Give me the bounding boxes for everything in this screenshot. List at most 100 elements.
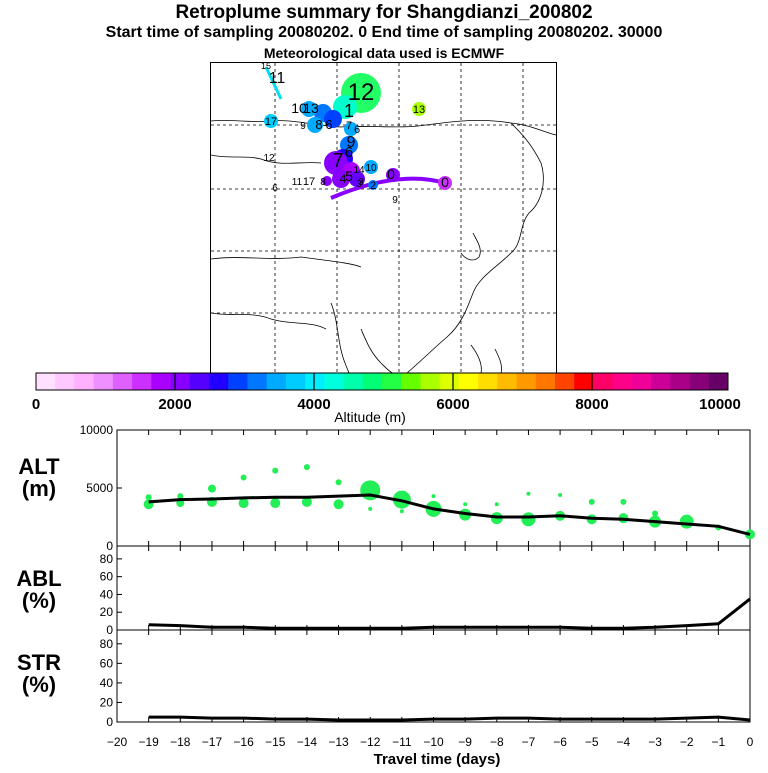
colorbar-tick: 2000	[158, 396, 191, 413]
alt-ytick-label: 10000	[80, 423, 114, 437]
x-tick-label: −1	[712, 735, 726, 749]
alt-scatter-point	[494, 502, 499, 507]
alt-scatter-point	[145, 494, 152, 501]
x-tick-label: −4	[617, 735, 631, 749]
x-tick-label: −3	[648, 735, 662, 749]
alt-scatter-point	[368, 506, 373, 511]
alt-scatter-point	[620, 498, 627, 505]
map-day-label: 9	[392, 195, 398, 206]
x-axis-title: Travel time (days)	[374, 751, 501, 768]
colorbar-cell	[132, 373, 152, 390]
alt-label-unit: (m)	[21, 476, 57, 501]
colorbar-cell	[401, 373, 421, 390]
colorbar-cell	[324, 373, 344, 390]
colorbar-cell	[228, 373, 248, 390]
map-day-label: 10	[291, 100, 307, 116]
x-tick-label: −19	[138, 735, 159, 749]
colorbar-cell	[670, 373, 690, 390]
alt-scatter-point	[745, 529, 755, 540]
time-series-panels: ALT (m) ABL (%) STR (%) 0 5000 10000 0 20 40 6…	[0, 420, 768, 768]
colorbar-cell	[593, 373, 614, 390]
alt-scatter-point	[679, 514, 694, 529]
map-day-label: 0	[387, 166, 395, 182]
map-day-label: 12	[263, 153, 275, 164]
retroplume	[264, 66, 452, 200]
trajectory-map: 15 11 12 13 10 13 17 9 8 6 7 1 6 9 12 6 7 10 11 17 8 4 5 3 2 0 0 3 6…	[210, 62, 557, 374]
str-line	[148, 715, 751, 722]
colorbar-cell	[266, 373, 287, 390]
str-ytick-label: 60	[100, 656, 114, 670]
map-day-label: 7	[332, 150, 343, 172]
map-day-label: 1	[344, 101, 354, 121]
x-tick-label: −5	[585, 735, 599, 749]
colorbar-cell	[651, 373, 671, 390]
colorbar-cell	[708, 373, 729, 390]
colorbar-cell	[516, 373, 537, 390]
abl-label-line: ABL	[16, 566, 62, 591]
str-panel: 0 20 40 60 80	[100, 629, 751, 729]
colorbar-cell	[478, 373, 498, 390]
alt-ytick-label: 0	[106, 539, 113, 553]
map-day-label: 10	[365, 163, 377, 174]
colorbar-cells	[36, 373, 729, 390]
alt-scatter-point	[177, 493, 184, 500]
str-frame	[116, 629, 751, 723]
x-tick-label: −14	[297, 735, 318, 749]
map-day-label: 17	[303, 176, 315, 188]
abl-ytick-label: 60	[100, 570, 114, 584]
map-day-label: 11	[269, 70, 286, 87]
x-tick-label: −16	[233, 735, 254, 749]
colorbar-cell	[36, 373, 56, 390]
colorbar-cell	[497, 373, 517, 390]
colorbar-cell	[93, 373, 114, 390]
alt-scatter-point	[238, 498, 249, 509]
colorbar-tick: 10000	[699, 396, 741, 413]
alt-scatter-point	[207, 484, 216, 493]
map-day-label: 8	[320, 177, 326, 188]
colorbar-cell	[55, 373, 75, 390]
str-ytick-label: 80	[100, 637, 114, 651]
str-panel-label: STR (%)	[14, 652, 64, 696]
alt-panel-label: ALT (m)	[14, 456, 64, 500]
met-data-note: Meteorological data used is ECMWF	[263, 45, 505, 61]
str-label-unit: (%)	[21, 672, 57, 697]
colorbar-cell	[420, 373, 441, 390]
alt-scatter-point	[588, 498, 595, 505]
x-tick-label: −17	[202, 735, 223, 749]
alt-ytick-label: 5000	[86, 481, 113, 495]
x-tick-label: −20	[107, 735, 128, 749]
map-day-label: 6	[354, 124, 360, 136]
colorbar-tick: 0	[32, 396, 40, 413]
colorbar-cell	[151, 373, 171, 390]
colorbar-cell	[112, 373, 133, 390]
colorbar-cell	[247, 373, 268, 390]
colorbar-cell	[74, 373, 95, 390]
colorbar-cell	[343, 373, 364, 390]
map-day-label: 3	[356, 179, 362, 190]
alt-scatter-point	[521, 512, 536, 527]
str-ytick-label: 40	[100, 676, 114, 690]
alt-scatter-point	[333, 499, 344, 510]
map-day-label: 6	[272, 183, 278, 194]
x-tick-label: −2	[680, 735, 694, 749]
map-day-label: 5	[345, 168, 353, 184]
colorbar-cell	[285, 373, 306, 390]
colorbar-cell	[555, 373, 575, 390]
colorbar-cell	[535, 373, 556, 390]
colorbar-cell	[689, 373, 710, 390]
map-grid	[211, 63, 556, 373]
colorbar-tick: 4000	[297, 396, 330, 413]
x-tick-label: −10	[423, 735, 444, 749]
x-tick-label: −6	[553, 735, 567, 749]
abl-ytick-label: 80	[100, 552, 114, 566]
abl-frame	[116, 545, 751, 631]
alt-scatter-point	[240, 474, 247, 481]
abl-label-unit: (%)	[21, 588, 57, 613]
x-tick-label: −7	[522, 735, 536, 749]
map-day-label: 17	[265, 116, 277, 128]
alt-scatter-point	[335, 479, 342, 486]
x-tick-label: 0	[747, 735, 754, 749]
colorbar-cell	[305, 373, 325, 390]
